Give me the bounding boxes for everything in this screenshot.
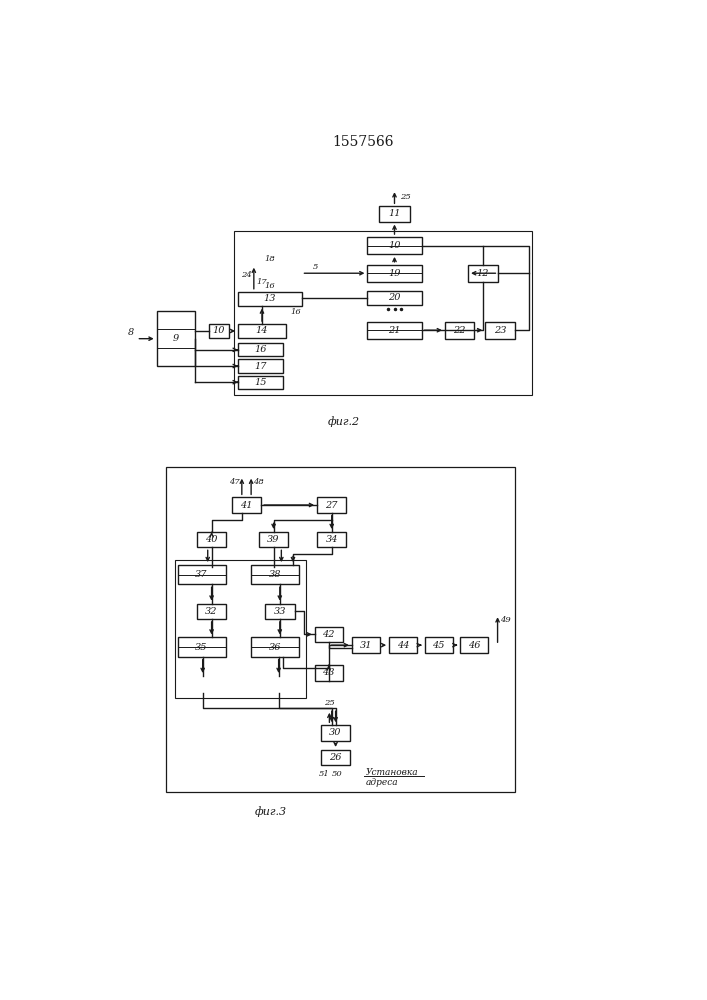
Text: 18: 18 — [264, 255, 275, 263]
Text: 38: 38 — [269, 570, 281, 579]
Bar — [379, 206, 410, 222]
Text: 46: 46 — [468, 641, 481, 650]
Text: 24: 24 — [240, 271, 252, 279]
Text: 11: 11 — [388, 209, 401, 218]
Bar — [315, 627, 343, 642]
Text: 16: 16 — [290, 308, 300, 316]
Text: 14: 14 — [256, 326, 268, 335]
Text: фиг.2: фиг.2 — [328, 416, 360, 427]
Bar — [238, 376, 283, 389]
Text: 19: 19 — [388, 269, 401, 278]
Bar — [368, 237, 421, 254]
Text: 23: 23 — [493, 326, 506, 335]
Bar — [238, 324, 286, 338]
Text: 43: 43 — [322, 668, 335, 677]
Text: 1557566: 1557566 — [332, 135, 394, 149]
Bar — [166, 466, 515, 792]
Bar — [265, 604, 295, 619]
Text: 5: 5 — [312, 263, 318, 271]
Text: 36: 36 — [269, 643, 281, 652]
Text: 41: 41 — [240, 500, 252, 510]
Text: 45: 45 — [433, 641, 445, 650]
Bar — [460, 637, 489, 653]
Text: 12: 12 — [477, 269, 489, 278]
Bar — [352, 637, 380, 653]
Bar — [317, 497, 346, 513]
Bar — [368, 322, 421, 339]
Text: 51: 51 — [319, 770, 329, 778]
Bar — [445, 322, 474, 339]
Text: 30: 30 — [329, 728, 342, 737]
Text: 34: 34 — [325, 535, 338, 544]
Text: адреса: адреса — [366, 778, 399, 787]
Bar — [209, 324, 228, 338]
Text: 13: 13 — [264, 294, 276, 303]
Text: 40: 40 — [205, 535, 218, 544]
Bar — [485, 322, 515, 339]
Text: 33: 33 — [274, 607, 286, 616]
Text: 16: 16 — [264, 282, 275, 290]
Bar — [368, 291, 421, 305]
Bar — [238, 343, 283, 356]
Text: 37: 37 — [195, 570, 208, 579]
Bar — [389, 637, 417, 653]
Text: 26: 26 — [329, 753, 342, 762]
Text: 9: 9 — [173, 334, 179, 343]
Text: 8: 8 — [128, 328, 134, 337]
Text: 25: 25 — [400, 193, 411, 201]
Text: 27: 27 — [325, 500, 338, 510]
Bar — [321, 750, 351, 765]
Bar — [468, 265, 498, 282]
Bar — [251, 565, 299, 584]
Bar — [368, 265, 421, 282]
Bar — [321, 725, 351, 741]
Text: фиг.3: фиг.3 — [255, 806, 286, 817]
Text: 39: 39 — [267, 535, 280, 544]
Bar — [197, 604, 226, 619]
Bar — [315, 665, 343, 681]
Text: 10: 10 — [212, 326, 225, 335]
Bar — [177, 565, 226, 584]
Bar — [234, 231, 532, 395]
Text: 48: 48 — [254, 478, 264, 486]
Bar — [238, 292, 301, 306]
Text: 50: 50 — [332, 770, 342, 778]
Text: Установка: Установка — [366, 768, 419, 777]
Text: 47: 47 — [228, 478, 240, 486]
Text: 49: 49 — [500, 616, 510, 624]
Text: 31: 31 — [360, 641, 372, 650]
Bar — [317, 532, 346, 547]
Text: 17: 17 — [255, 362, 267, 371]
Bar — [251, 637, 299, 657]
Bar — [177, 637, 226, 657]
Text: 32: 32 — [205, 607, 218, 616]
Text: 25: 25 — [324, 699, 335, 707]
Text: 16: 16 — [255, 345, 267, 354]
Text: 21: 21 — [388, 326, 401, 335]
Bar — [425, 637, 452, 653]
Text: 42: 42 — [322, 630, 335, 639]
Text: 22: 22 — [453, 326, 466, 335]
Bar — [156, 311, 195, 366]
Bar — [232, 497, 261, 513]
Text: 35: 35 — [195, 643, 208, 652]
Bar — [197, 532, 226, 547]
Text: 44: 44 — [397, 641, 409, 650]
Text: 20: 20 — [388, 293, 401, 302]
Bar — [259, 532, 288, 547]
Text: 17: 17 — [256, 278, 267, 286]
Text: 10: 10 — [388, 241, 401, 250]
Bar — [175, 560, 306, 698]
Bar — [238, 359, 283, 373]
Text: 15: 15 — [255, 378, 267, 387]
